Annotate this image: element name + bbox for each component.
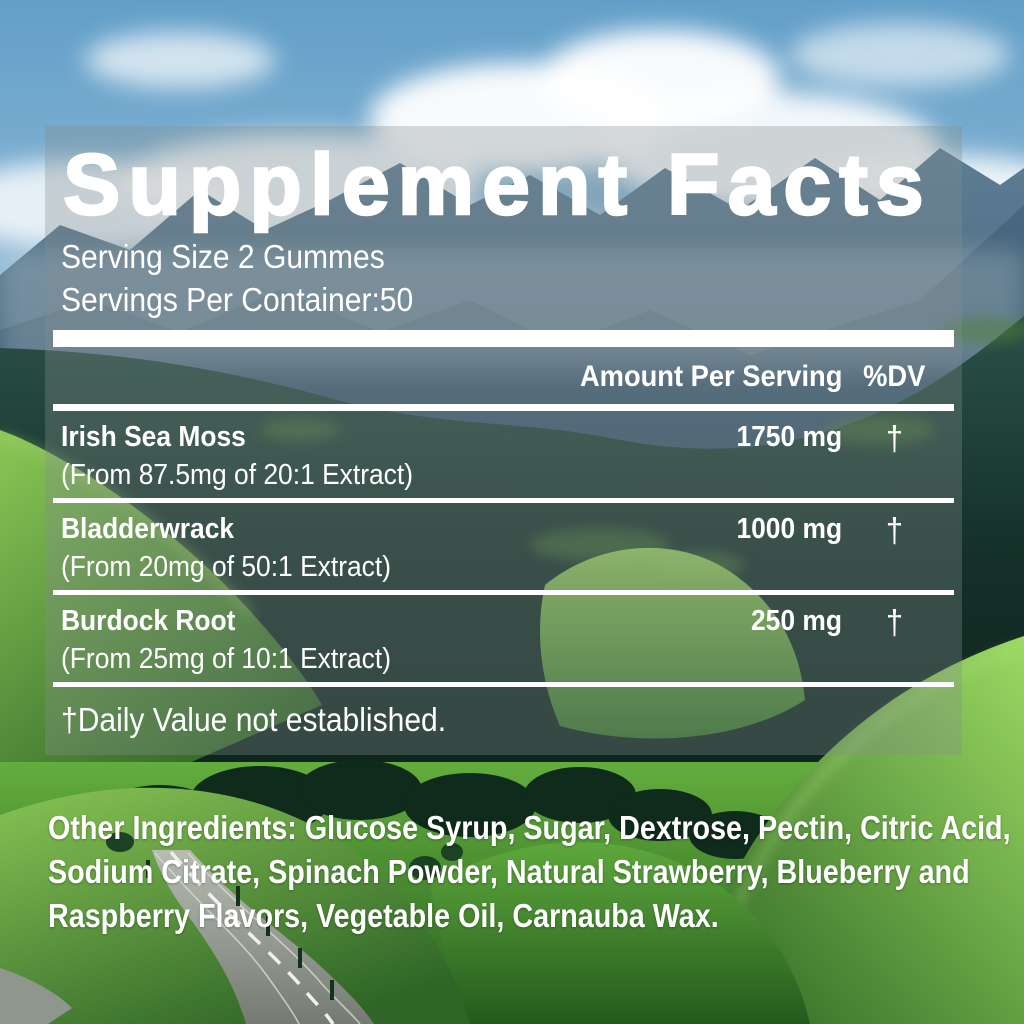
- road-corner-fragment: [0, 968, 72, 1024]
- ingredient-source: (From 20mg of 50:1 Extract): [61, 551, 391, 584]
- divider-thick: [53, 330, 954, 348]
- row-separator: [53, 682, 954, 688]
- other-ingredients-line: Raspberry Flavors, Vegetable Oil, Carnau…: [48, 897, 719, 934]
- table-header: Amount Per Serving %DV: [61, 359, 946, 395]
- other-ingredients-line: Other Ingredients: Glucose Syrup, Sugar,…: [48, 809, 1011, 846]
- page-title: Supplement Facts: [62, 137, 932, 233]
- dagger-symbol: †: [885, 512, 903, 551]
- ingredient-name: Bladderwrack: [61, 513, 235, 546]
- roadside-bushes: [106, 832, 463, 880]
- column-amount-per-serving: Amount Per Serving: [579, 360, 842, 394]
- hill-mid-foreground: [430, 842, 810, 1024]
- ingredient-amount: 250 mg: [751, 605, 842, 638]
- ingredient-source: (From 25mg of 10:1 Extract): [61, 643, 391, 676]
- ingredient-amount: 1000 mg: [736, 513, 842, 546]
- serving-size: Serving Size 2 Gummes: [61, 238, 385, 276]
- dagger-symbol: †: [885, 604, 903, 643]
- dagger-symbol: †: [885, 420, 903, 459]
- supplement-facts-panel: Supplement Facts Serving Size 2 Gummes S…: [45, 126, 962, 755]
- column-dv: %DV: [862, 360, 926, 394]
- other-ingredients: Other Ingredients: Glucose Syrup, Sugar,…: [48, 806, 1011, 938]
- roadside-posts: [146, 860, 334, 1000]
- daily-value-footnote: †Daily Value not established.: [61, 701, 447, 739]
- serving-info: Serving Size 2 Gummes Servings Per Conta…: [61, 235, 946, 321]
- road-edge-line-left: [154, 852, 300, 1024]
- hill-center-lit: [540, 547, 805, 739]
- mist-band: [0, 250, 1024, 370]
- ingredient-name: Irish Sea Moss: [61, 421, 246, 454]
- table-row: Irish Sea Moss 1750 mg † (From 87.5mg of…: [61, 411, 946, 498]
- ingredient-source: (From 87.5mg of 20:1 Extract): [61, 459, 413, 492]
- servings-per-container: Servings Per Container:50: [61, 281, 414, 319]
- table-row: Bladderwrack 1000 mg † (From 20mg of 50:…: [61, 503, 946, 590]
- ingredient-name: Burdock Root: [61, 605, 236, 638]
- divider-thin: [53, 404, 954, 412]
- table-row: Burdock Root 250 mg † (From 25mg of 10:1…: [61, 595, 946, 682]
- hill-left-rim: [0, 433, 255, 617]
- hill-left-slope: [0, 430, 322, 780]
- row-separator: [53, 498, 954, 504]
- hill-right-foreground: [688, 636, 1024, 1024]
- road-edge-line-right: [187, 852, 361, 1024]
- other-ingredients-line: Sodium Citrate, Spinach Powder, Natural …: [48, 853, 970, 890]
- row-separator: [53, 590, 954, 596]
- ingredient-amount: 1750 mg: [736, 421, 842, 454]
